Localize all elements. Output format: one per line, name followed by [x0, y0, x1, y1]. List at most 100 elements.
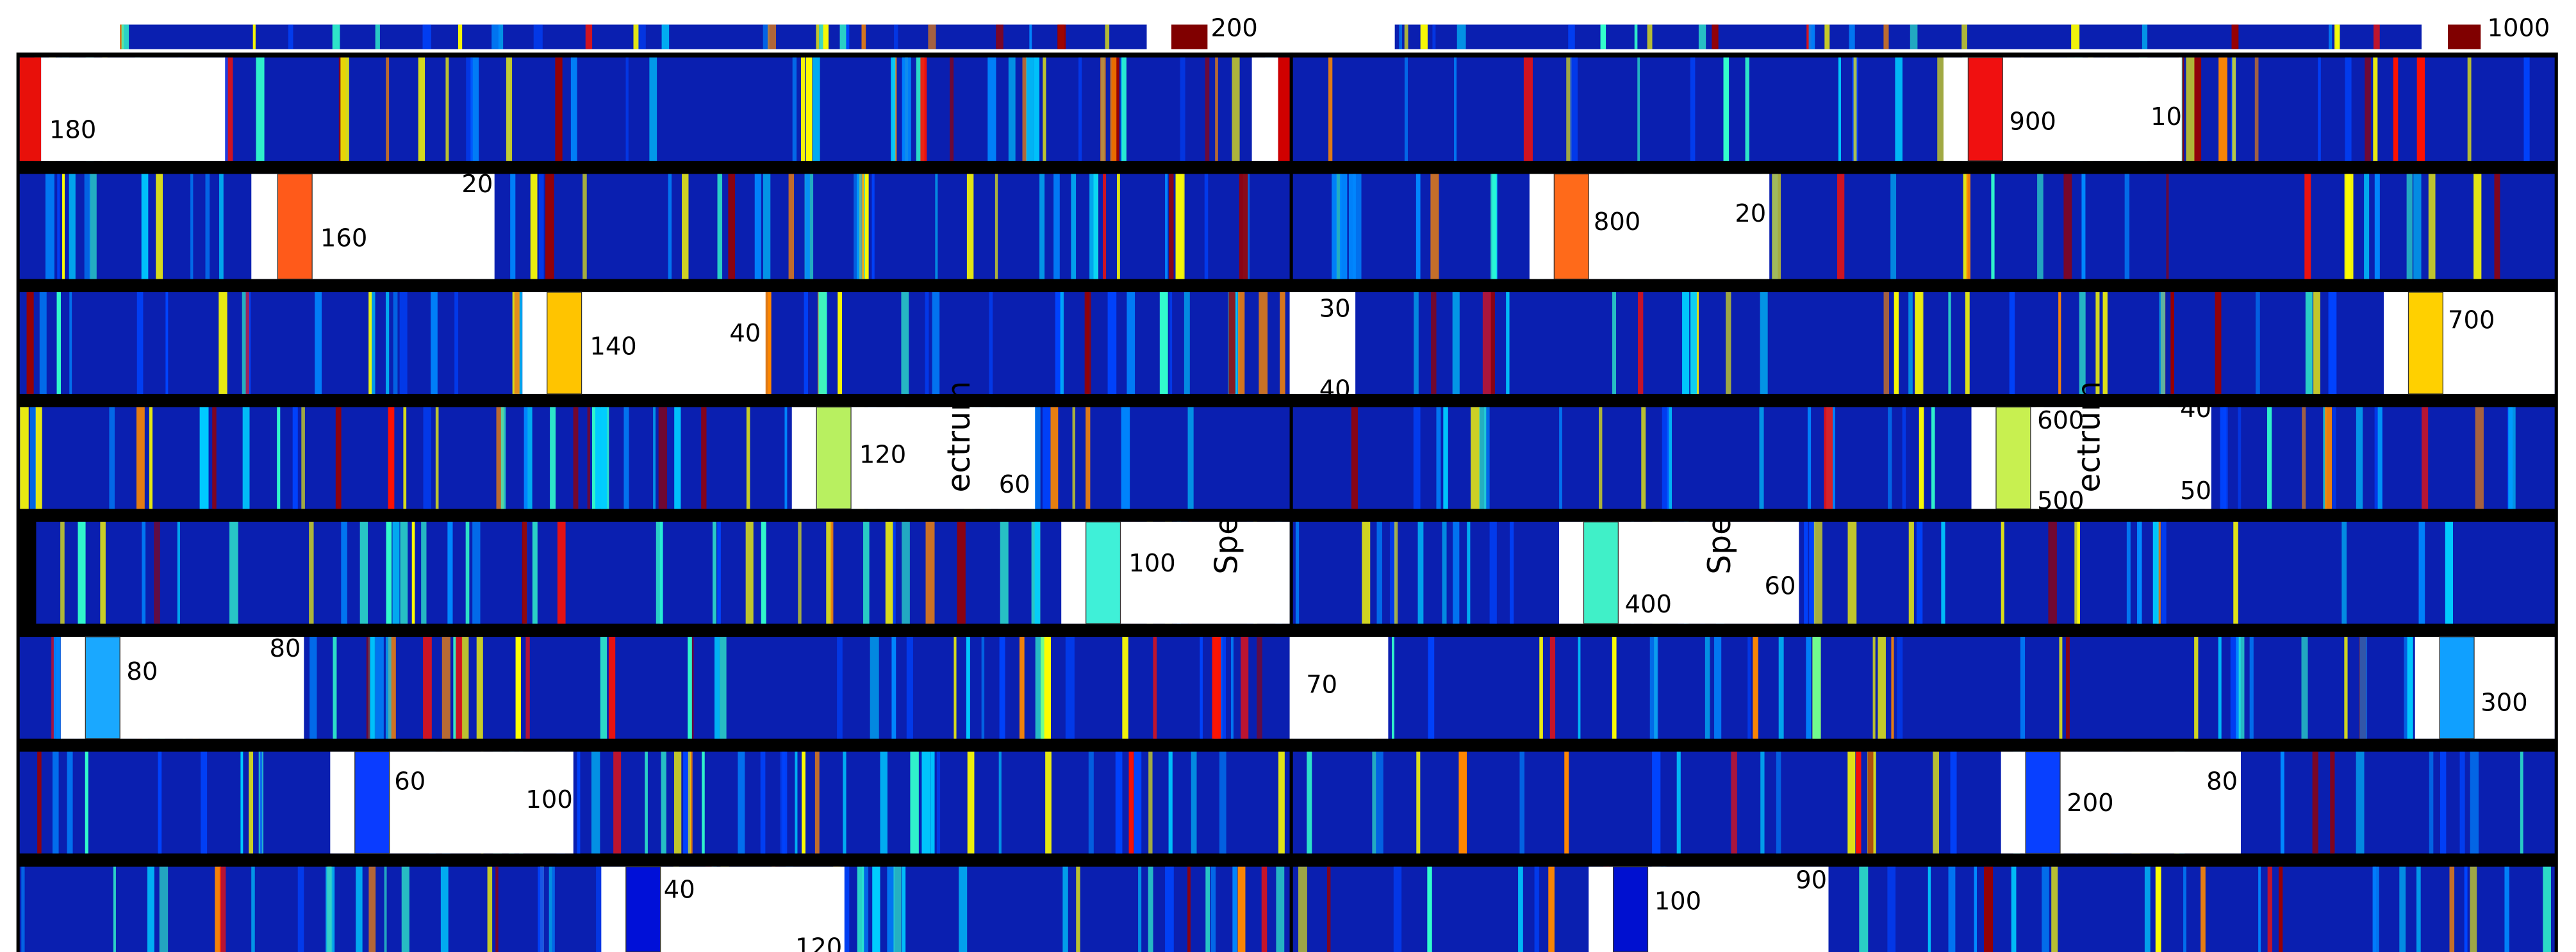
spectral-line	[1534, 866, 1539, 952]
spectral-line	[1519, 751, 1524, 854]
spectrogram-strip	[120, 24, 1147, 49]
spectral-line	[356, 866, 363, 952]
spectral-line	[215, 866, 221, 952]
spectral-line	[2346, 174, 2351, 279]
spectral-line	[2126, 521, 2131, 624]
spectral-line	[1649, 637, 1658, 739]
spectral-line	[1259, 292, 1268, 394]
spectral-line	[1806, 637, 1812, 739]
spectral-line	[1490, 174, 1497, 279]
spectral-line	[1991, 174, 1995, 279]
spectral-line	[2334, 24, 2340, 49]
spectral-line	[1612, 637, 1617, 739]
colorbar-label: 200	[1211, 14, 1258, 43]
spectral-line	[1808, 24, 1815, 49]
spectral-line	[292, 407, 298, 509]
spectral-line	[1261, 866, 1267, 952]
spectral-line	[805, 174, 810, 279]
spectral-line	[1471, 407, 1480, 509]
spectral-line	[1490, 292, 1495, 394]
colorbar-label: 40	[664, 876, 695, 905]
spectral-line	[1705, 637, 1710, 739]
spectral-line	[453, 637, 456, 739]
spectral-line	[1362, 521, 1371, 624]
spectral-line	[1187, 866, 1191, 952]
colorbar-swatch	[1171, 24, 1208, 49]
spectral-line	[2020, 637, 2026, 739]
spectral-line	[1859, 866, 1869, 952]
spectral-line	[506, 57, 513, 161]
spectral-line	[661, 24, 670, 49]
spectral-line	[645, 751, 648, 854]
spectral-line	[2238, 637, 2245, 739]
spectral-line	[1518, 866, 1523, 952]
spectral-line	[340, 57, 349, 161]
spectral-line	[1641, 407, 1646, 509]
spectral-line	[2009, 292, 2015, 394]
spectral-line	[1019, 637, 1025, 739]
spectral-line	[121, 24, 129, 49]
spectral-line	[333, 637, 337, 739]
spectral-line	[1772, 174, 1781, 279]
spectral-line	[857, 866, 864, 952]
spectral-line	[1454, 57, 1457, 161]
spectral-line	[1191, 751, 1197, 854]
spectral-line	[1453, 521, 1460, 624]
spectral-line	[368, 866, 376, 952]
spectral-line	[1276, 866, 1285, 952]
spectral-line	[1045, 751, 1052, 854]
spectrogram-strip	[1292, 174, 2555, 279]
spectral-line	[1184, 292, 1190, 394]
spectral-line	[1351, 407, 1358, 509]
spectral-line	[1062, 866, 1068, 952]
spectral-line	[1807, 407, 1812, 509]
spectral-line	[524, 407, 528, 509]
spectral-line	[830, 521, 834, 624]
spectral-line	[2249, 637, 2254, 739]
spectral-line	[1984, 866, 1994, 952]
spectral-line	[1974, 866, 1977, 952]
spectral-line	[89, 174, 97, 279]
spectral-line	[532, 521, 538, 624]
spectral-line	[219, 866, 226, 952]
spectral-line	[1416, 751, 1421, 854]
spectral-line	[190, 174, 194, 279]
colorbar	[1995, 406, 2031, 509]
spectral-line	[902, 866, 906, 952]
spectral-line	[2142, 24, 2148, 49]
spectral-line	[149, 407, 153, 509]
spectral-line	[249, 751, 254, 854]
spectral-line	[880, 751, 888, 854]
spectral-line	[891, 637, 896, 739]
spectral-line	[1570, 57, 1578, 161]
white-panel	[2415, 637, 2555, 739]
spectral-line	[67, 751, 73, 854]
spectral-line	[1168, 751, 1173, 854]
spectral-line	[1714, 637, 1722, 739]
colorbar-label: 600	[2037, 406, 2084, 435]
spectral-line	[2406, 174, 2413, 279]
spectral-line	[902, 521, 910, 624]
spectral-line	[1427, 866, 1432, 952]
spectral-line	[393, 292, 398, 394]
colorbar	[1278, 57, 1290, 161]
spectral-line	[1428, 637, 1435, 739]
spectral-line	[996, 24, 1003, 49]
spectral-line	[1138, 866, 1142, 952]
spectral-line	[2418, 521, 2425, 624]
spectral-line	[1916, 521, 1923, 624]
spectral-line	[910, 751, 919, 854]
spectral-line	[277, 407, 281, 509]
spectral-line	[2077, 521, 2080, 624]
spectral-line	[57, 174, 60, 279]
colorbar	[2407, 291, 2443, 395]
spectral-line	[2445, 521, 2454, 624]
spectral-line	[804, 292, 808, 394]
spectral-line	[1804, 521, 1808, 624]
spectral-line	[754, 174, 761, 279]
spectral-line	[837, 637, 843, 739]
spectral-line	[2037, 174, 2043, 279]
spectral-line	[887, 866, 895, 952]
spectral-line	[20, 407, 29, 509]
spectral-line	[1307, 751, 1312, 854]
